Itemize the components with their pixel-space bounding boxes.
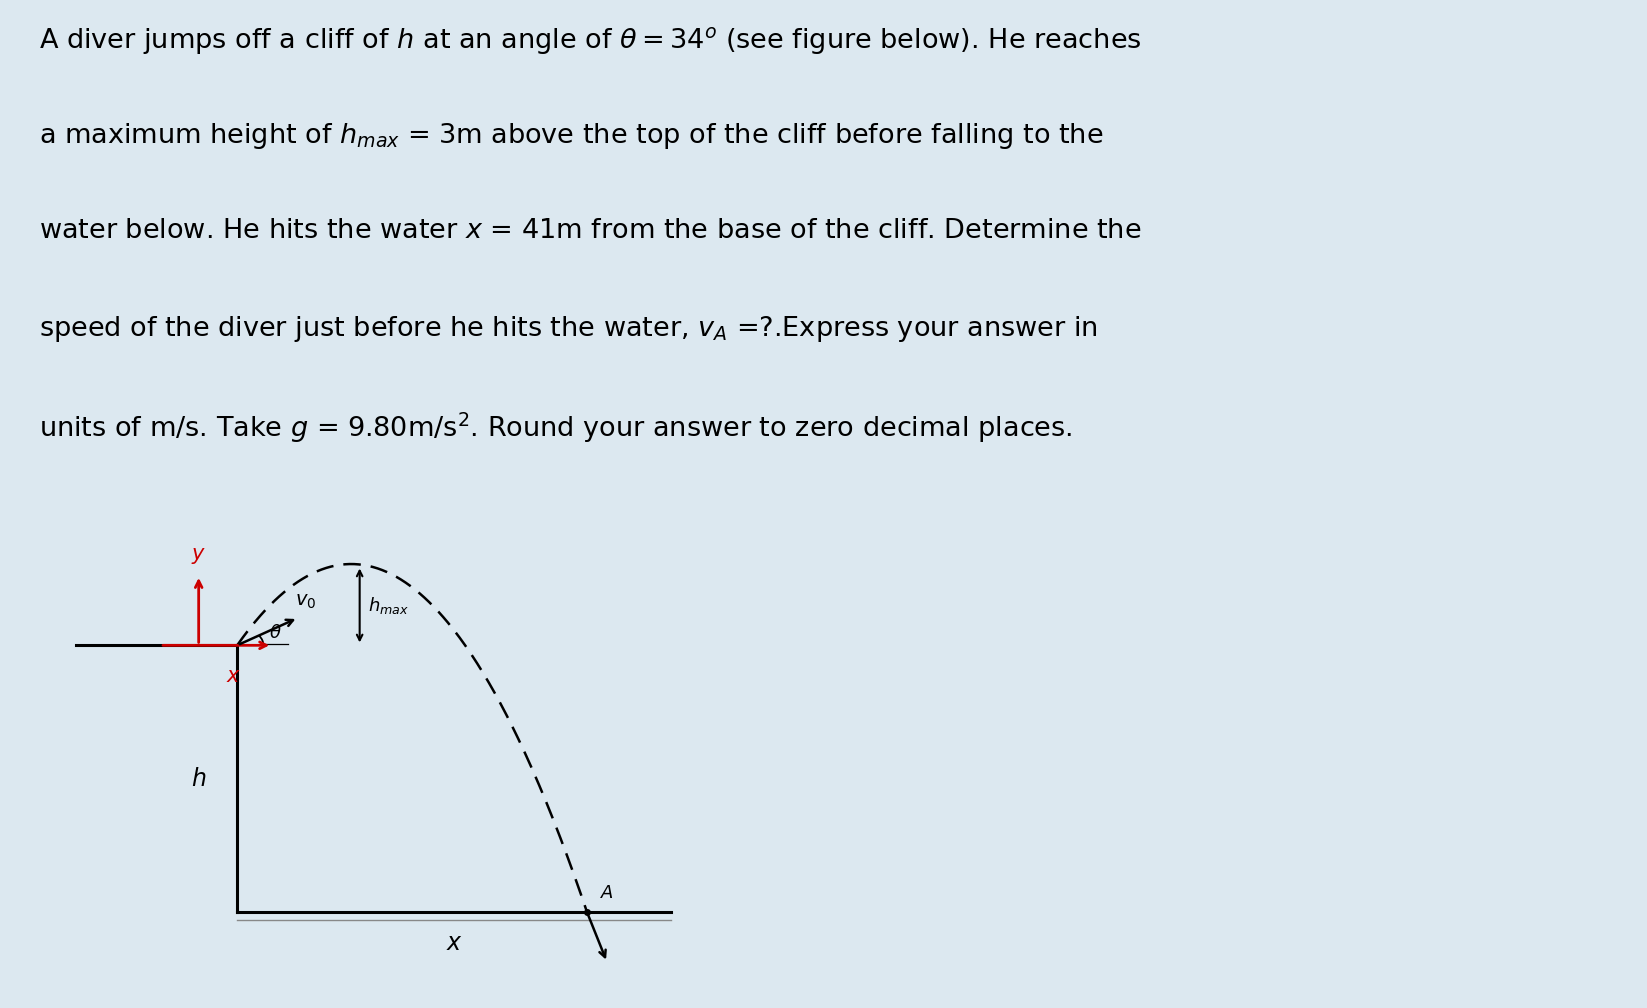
Text: $x$: $x$ xyxy=(446,931,463,955)
Text: speed of the diver just before he hits the water, $v_A$ =?.Express your answer i: speed of the diver just before he hits t… xyxy=(40,313,1099,344)
Text: $v_0$: $v_0$ xyxy=(295,592,316,611)
Text: $h$: $h$ xyxy=(191,767,206,791)
Text: $x$: $x$ xyxy=(226,666,240,686)
Text: $h_{max}$: $h_{max}$ xyxy=(367,595,408,616)
Text: water below. He hits the water $x$ = 41m from the base of the cliff. Determine t: water below. He hits the water $x$ = 41m… xyxy=(40,218,1141,244)
Text: $y$: $y$ xyxy=(191,545,206,565)
Text: a maximum height of $h_{max}$ = 3m above the top of the cliff before falling to : a maximum height of $h_{max}$ = 3m above… xyxy=(40,121,1103,151)
Text: $A$: $A$ xyxy=(600,884,614,902)
Text: $\theta$: $\theta$ xyxy=(268,624,282,641)
Text: units of m/s. Take $g$ = 9.80m/s$^2$. Round your answer to zero decimal places.: units of m/s. Take $g$ = 9.80m/s$^2$. Ro… xyxy=(40,410,1072,445)
Text: A diver jumps off a cliff of $h$ at an angle of $\theta = 34^o$ (see figure belo: A diver jumps off a cliff of $h$ at an a… xyxy=(40,25,1141,56)
